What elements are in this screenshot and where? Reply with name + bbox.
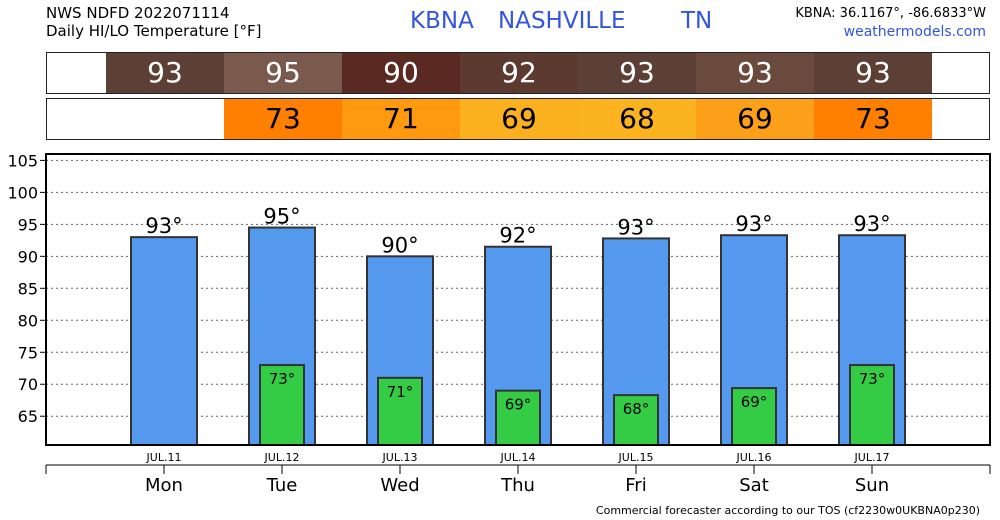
lo_band-cell: 68 (578, 99, 696, 139)
lo-bar (731, 387, 777, 447)
y-tick-label: 65 (18, 407, 38, 426)
day-label: Tue (266, 475, 298, 496)
y-tick-label: 75 (18, 343, 38, 362)
lo-bar-label: 68° (623, 400, 650, 418)
day-label: Sun (855, 475, 889, 496)
lo_band-cell: 69 (460, 99, 578, 139)
lo-bar-label: 73° (859, 370, 886, 388)
hi_band-cell: 93 (696, 53, 814, 93)
hi_band-cell: 93 (578, 53, 696, 93)
lo_band-cell: 73 (224, 99, 342, 139)
hi-bar (130, 236, 198, 446)
lo-bar-label: 69° (741, 393, 768, 411)
date-label: JUL.11 (146, 451, 182, 464)
date-label: JUL.16 (736, 451, 772, 464)
hi_band-cell: 90 (342, 53, 460, 93)
y-tick-label: 85 (18, 279, 38, 298)
lo-bar (377, 376, 423, 447)
date-label: JUL.12 (264, 451, 300, 464)
lo-bar-label: 69° (505, 396, 532, 414)
lo-bar (259, 364, 305, 446)
day-label: Fri (625, 475, 646, 496)
y-tick-label: 95 (18, 215, 38, 234)
hi-temperature-band: 93 95 90 92 93 93 93 (46, 52, 990, 94)
lo_band-cell: 71 (342, 99, 460, 139)
date-label: JUL.17 (854, 451, 890, 464)
hi-bar-label: 90° (381, 233, 418, 257)
date-label: JUL.14 (500, 451, 536, 464)
lo-bar-label: 73° (269, 370, 296, 388)
day-label: Wed (380, 475, 419, 496)
plot-frame (45, 153, 991, 446)
chart-title: Daily HI/LO Temperature [°F] (46, 22, 262, 40)
y-tick-label: 90 (18, 247, 38, 266)
product-title: NWS NDFD 2022071114 (46, 4, 230, 22)
hi-bar-label: 93° (617, 215, 654, 239)
y-tick-label: 100 (7, 183, 38, 202)
station-id: KBNA (410, 8, 474, 34)
day-label: Sat (739, 475, 769, 496)
lo-bar (613, 394, 659, 447)
hi_band-cell: 95 (224, 53, 342, 93)
y-tick-label: 80 (18, 311, 38, 330)
day-label: Mon (145, 475, 183, 496)
date-label: JUL.13 (382, 451, 418, 464)
lo_band-cell: 73 (814, 99, 932, 139)
hi-bar-label: 93° (853, 212, 890, 236)
lo-bar (495, 389, 541, 446)
y-tick-label: 70 (18, 375, 38, 394)
lo-temperature-band: 73 71 69 68 69 73 (46, 98, 990, 140)
state-name: TN (681, 8, 713, 34)
hi_band-cell: 93 (814, 53, 932, 93)
footer-note: Commercial forecaster according to our T… (595, 504, 980, 517)
hi-bar-label: 93° (145, 214, 182, 238)
city-name: NASHVILLE (498, 8, 626, 34)
date-label: JUL.15 (618, 451, 654, 464)
hi-bar-label: 93° (735, 212, 772, 236)
lo_band-cell: 69 (696, 99, 814, 139)
hi-bar-label: 92° (499, 224, 536, 248)
hi-bar-label: 95° (263, 205, 300, 229)
y-tick-label: 105 (7, 151, 38, 170)
site-link[interactable]: weathermodels.com (843, 24, 986, 40)
lo-bar-label: 71° (387, 383, 414, 401)
hi_band-cell: 92 (460, 53, 578, 93)
station-coordinates: KBNA: 36.1167°, -86.6833°W (795, 6, 986, 21)
day-label: Thu (500, 475, 535, 496)
hi_band-cell: 93 (106, 53, 224, 93)
